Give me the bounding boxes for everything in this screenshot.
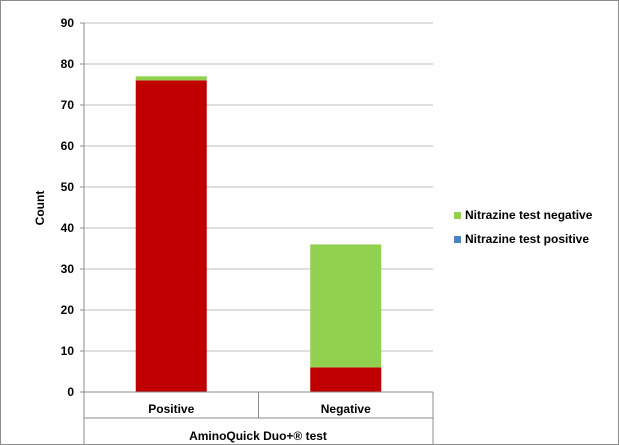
y-tick-label: 60 — [61, 139, 75, 153]
y-tick-label: 90 — [61, 16, 75, 30]
bar-negative-series-1 — [310, 244, 381, 367]
x-tick-label: Negative — [321, 402, 371, 416]
y-tick-label: 40 — [61, 221, 75, 235]
bars — [136, 76, 382, 392]
y-axis-title: Count — [33, 191, 47, 226]
legend-label: Nitrazine test negative — [465, 208, 593, 222]
y-tick-labels: 0 10 20 30 40 50 60 70 80 90 — [61, 16, 75, 399]
x-tick-label: Positive — [148, 402, 194, 416]
legend-swatch — [454, 236, 461, 243]
bar-positive-series-1 — [136, 76, 207, 80]
y-tick-label: 80 — [61, 57, 75, 71]
x-tick-labels: Positive Negative — [148, 402, 371, 416]
legend-swatch — [454, 212, 461, 219]
legend-label: Nitrazine test positive — [465, 232, 589, 246]
x-axis-title: AminoQuick Duo+® test — [189, 429, 327, 443]
legend: Nitrazine test negative Nitrazine test po… — [454, 208, 593, 246]
y-tick-label: 30 — [61, 262, 75, 276]
y-tick-label: 20 — [61, 303, 75, 317]
y-tick-label: 10 — [61, 344, 75, 358]
bar-positive-series-0 — [136, 80, 207, 392]
y-tick-label: 50 — [61, 180, 75, 194]
bar-negative-series-0 — [310, 367, 381, 392]
y-tick-label: 70 — [61, 98, 75, 112]
y-tick-label: 0 — [67, 385, 74, 399]
